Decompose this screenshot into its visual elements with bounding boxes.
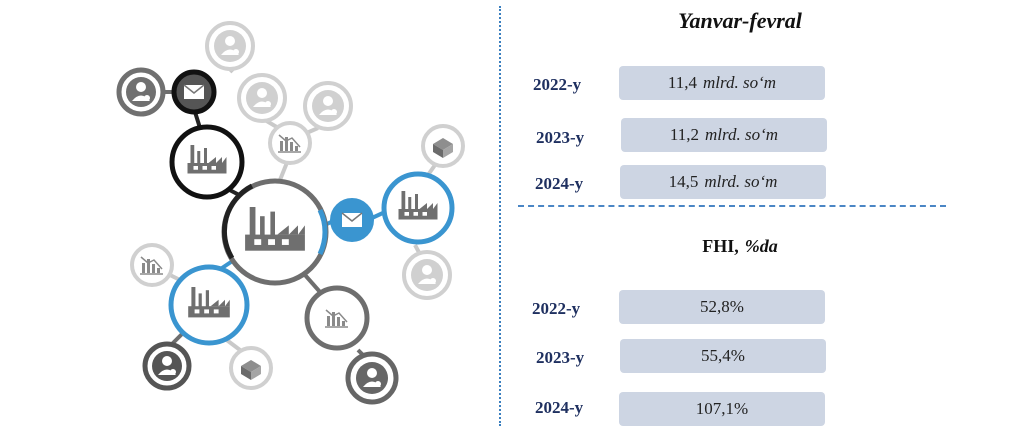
user-icon — [142, 341, 192, 391]
value-number: 14,5 — [668, 172, 699, 191]
year-label: 2022-y — [532, 299, 581, 318]
value-number: 11,4 — [667, 73, 698, 92]
year-label: 2022-y — [533, 75, 582, 94]
factory-icon — [221, 178, 329, 286]
value-unit: mlrd. so‘m — [705, 125, 779, 144]
value-pill: 14,5 mlrd. so‘m — [620, 165, 826, 199]
value-pill: 107,1% — [619, 392, 825, 426]
value-unit: mlrd. so‘m — [703, 73, 777, 92]
section-title-fhi: FHI, %da — [640, 236, 840, 257]
chart-icon — [268, 121, 312, 165]
value-number: 55,4% — [701, 346, 745, 365]
chart-icon — [304, 285, 370, 351]
envelope-icon — [171, 69, 217, 115]
value-number: 52,8% — [700, 297, 744, 316]
section-title-yanvar-fevral: Yanvar-fevral — [678, 8, 802, 33]
horizontal-divider — [518, 205, 946, 207]
boxes-icon — [229, 346, 273, 390]
value-number: 11,2 — [669, 125, 700, 144]
boxes-icon — [421, 124, 465, 168]
user-icon — [205, 21, 255, 71]
year-label: 2024-y — [535, 174, 584, 193]
user-icon — [402, 250, 452, 300]
user-icon — [237, 73, 287, 123]
chart-icon — [130, 243, 174, 287]
user-icon — [303, 81, 353, 131]
year-label: 2024-y — [535, 398, 584, 417]
factory-icon — [168, 264, 250, 346]
year-label: 2023-y — [536, 348, 585, 367]
value-pill: 55,4% — [620, 339, 826, 373]
value-unit: mlrd. so‘m — [704, 172, 778, 191]
value-pill: 11,4 mlrd. so‘m — [619, 66, 825, 100]
user-icon — [116, 67, 166, 117]
year-label: 2023-y — [536, 128, 585, 147]
value-pill: 11,2 mlrd. so‘m — [621, 118, 827, 152]
vertical-divider — [499, 6, 501, 426]
value-pill: 52,8% — [619, 290, 825, 324]
section-title-text: FHI, — [702, 236, 739, 256]
envelope-icon — [330, 198, 374, 242]
factory-icon — [381, 171, 455, 245]
factory-icon — [169, 124, 245, 200]
section-title-unit: %da — [744, 236, 778, 256]
user-icon — [345, 351, 399, 405]
value-number: 107,1% — [695, 399, 749, 418]
